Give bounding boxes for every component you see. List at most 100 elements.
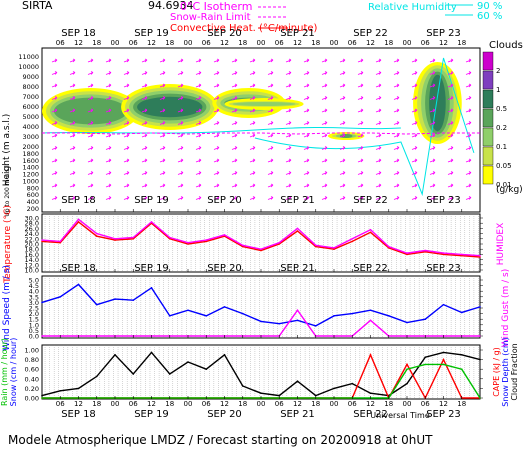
height-tick-label: 10000 <box>18 63 39 71</box>
height-tick-label: 1600 <box>22 157 39 165</box>
data-point <box>333 387 335 390</box>
wind-arrow <box>105 158 112 163</box>
hour-tick-label: 18 <box>165 400 174 408</box>
wind-arrow <box>195 96 202 100</box>
data-point <box>205 240 208 243</box>
wind-arrow <box>249 133 256 138</box>
data-point <box>77 387 80 390</box>
wind-arrow <box>177 71 184 75</box>
hour-tick-label: 06 <box>129 400 138 408</box>
wind-arrow <box>321 108 328 113</box>
wind-arrow <box>411 108 418 113</box>
wind-arrow <box>465 83 472 88</box>
wind-arrow <box>339 171 346 175</box>
wind-arrow <box>375 196 382 200</box>
hour-tick-label: 12 <box>366 400 375 408</box>
wind-arrow <box>267 83 274 88</box>
legend-swatch <box>482 108 494 128</box>
height-tick-label: 3000 <box>22 133 39 141</box>
data-point <box>369 309 372 312</box>
wind-arrow <box>141 133 148 138</box>
wind-arrow <box>429 146 436 150</box>
data-point <box>95 232 98 235</box>
wind-arrow <box>231 146 238 150</box>
y-tick-label: 0.20 <box>25 385 39 393</box>
y-tick-label: 0.0 <box>29 333 39 341</box>
wind-arrow <box>69 133 76 138</box>
data-point <box>114 239 116 241</box>
data-point <box>369 354 372 356</box>
wind-arrow <box>267 71 274 75</box>
wind-arrow <box>447 83 454 88</box>
wind-arrow <box>267 58 274 63</box>
wind-arrow <box>303 171 310 175</box>
wind-arrow <box>249 121 256 125</box>
wind-arrow <box>231 121 238 125</box>
wind-arrow <box>123 158 130 163</box>
gust-ylabel: Wind Gust (m / s) <box>501 269 511 347</box>
data-point <box>187 309 189 312</box>
hour-tick-label: 00 <box>111 39 120 47</box>
legend-label: 2 <box>496 67 500 75</box>
wind-arrow <box>267 146 274 150</box>
cape-ylabel: CAPE (kJ / g) <box>492 347 501 397</box>
wind-arrow <box>357 158 364 163</box>
data-point <box>132 236 135 239</box>
wind-arrow <box>51 196 58 200</box>
legend-label: 0.05 <box>496 162 512 170</box>
wind-arrow <box>429 133 436 138</box>
wind-arrow <box>213 171 220 175</box>
wind-arrow <box>159 71 166 75</box>
wind-arrow <box>123 196 130 200</box>
wind-arrow <box>393 83 400 88</box>
wind-arrow <box>303 83 310 88</box>
wind-arrow <box>213 121 220 125</box>
day-tick-label: SEP 19 <box>134 409 169 420</box>
wind-arrow <box>303 71 310 75</box>
wind-arrow <box>321 196 328 200</box>
wind-arrow <box>411 83 418 88</box>
wind-arrow <box>87 83 94 88</box>
snowdepth-ylabel: Snow Depth (cm) <box>501 337 510 406</box>
wind-arrow <box>375 71 382 75</box>
wind-arrow <box>249 96 256 100</box>
data-point <box>95 235 98 237</box>
day-tick-label: SEP 19 <box>134 195 169 206</box>
hour-tick-label: 06 <box>202 39 211 47</box>
wind-arrow <box>303 96 310 100</box>
rh-legend: Relative Humidity <box>368 2 457 13</box>
wind-arrow <box>159 96 166 100</box>
hour-tick-label: 06 <box>421 400 430 408</box>
y-tick-label: 0.80 <box>25 356 39 364</box>
day-tick-label: SEP 19 <box>134 28 169 39</box>
wind-arrow <box>159 146 166 150</box>
data-point <box>168 315 171 317</box>
hour-tick-label: 12 <box>74 39 83 47</box>
day-tick-label: SEP 21 <box>280 409 315 420</box>
data-point <box>168 238 171 240</box>
cloud-layer <box>41 57 480 197</box>
day-tick-label: SEP 23 <box>426 195 461 206</box>
wind-arrow <box>231 133 238 138</box>
hour-tick-label: 00 <box>330 39 339 47</box>
wind-arrow <box>87 158 94 163</box>
data-point <box>460 354 463 356</box>
y-tick-label: 24.0 <box>25 230 39 238</box>
wind-arrow <box>105 58 112 63</box>
wind-arrow <box>195 158 202 163</box>
wind-arrows <box>51 58 472 200</box>
data-point <box>314 245 317 248</box>
y-tick-label: 1.5 <box>29 316 39 324</box>
hour-tick-label: 18 <box>238 39 247 47</box>
data-point <box>479 306 481 308</box>
wind-arrow <box>159 183 166 188</box>
wind-arrow <box>159 196 166 200</box>
wind-arrow <box>447 158 454 163</box>
wind-arrow <box>87 171 94 175</box>
wind-arrow <box>429 171 436 175</box>
wind-arrow <box>465 58 472 63</box>
wind-arrow <box>285 196 292 200</box>
wind-arrow <box>429 108 436 113</box>
